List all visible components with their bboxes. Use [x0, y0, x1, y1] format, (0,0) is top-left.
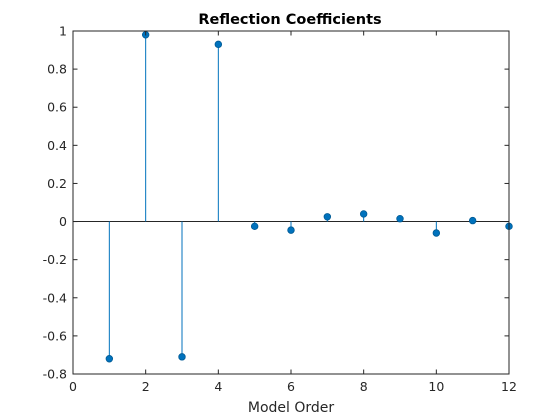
- x-tick-label: 10: [428, 379, 444, 394]
- y-tick-label: -0.2: [43, 252, 67, 267]
- stem-marker: [323, 213, 332, 221]
- x-tick-label: 12: [501, 379, 517, 394]
- x-tick-label: 4: [214, 379, 222, 394]
- y-tick-label: 0.2: [47, 176, 67, 191]
- stem-marker: [468, 216, 477, 225]
- stem-marker: [287, 226, 295, 234]
- stem-marker: [178, 353, 186, 361]
- stem-marker: [214, 40, 223, 49]
- y-tick-label: 1: [59, 24, 67, 39]
- x-axis: 0 2 4 6 8 10 12: [69, 31, 517, 394]
- y-tick-label: 0.4: [47, 138, 67, 153]
- y-tick-label: 0.6: [47, 100, 67, 115]
- markers: [105, 31, 513, 363]
- x-tick-label: 2: [142, 379, 150, 394]
- y-tick-label: 0.8: [47, 62, 67, 77]
- chart-title: Reflection Coefficients: [198, 12, 381, 28]
- plot-area: [73, 31, 509, 374]
- stem-marker: [432, 229, 441, 237]
- x-tick-label: 6: [287, 379, 295, 394]
- y-tick-label: 0: [59, 214, 67, 229]
- stem-marker: [396, 214, 404, 223]
- stem-marker: [359, 210, 368, 218]
- y-tick-label: -0.4: [43, 290, 67, 305]
- x-axis-label: Model Order: [248, 400, 335, 416]
- y-tick-label: -0.6: [43, 328, 67, 343]
- y-axis: -0.8 -0.6 -0.4 -0.2 0 0.2 0.4 0.6 0.8 1: [43, 24, 509, 382]
- stem-marker: [250, 222, 259, 231]
- x-tick-label: 8: [360, 379, 368, 394]
- stem-marker: [105, 355, 114, 363]
- y-tick-label: -0.8: [43, 367, 67, 382]
- x-tick-label: 0: [69, 379, 77, 394]
